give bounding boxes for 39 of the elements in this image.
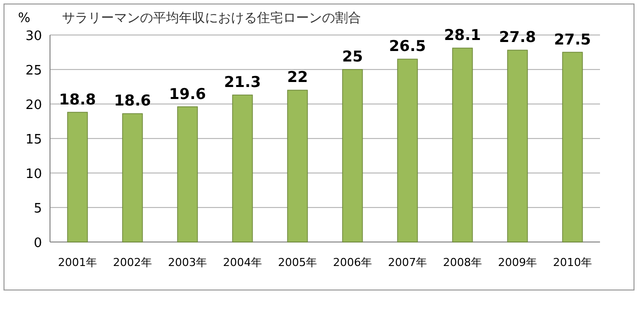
x-tick-label: 2007年	[388, 256, 427, 269]
bar	[452, 48, 473, 242]
x-tick-label: 2008年	[443, 256, 482, 269]
x-tick-label: 2010年	[553, 256, 592, 269]
bar	[122, 113, 143, 242]
y-tick-label: 15	[25, 132, 42, 148]
x-tick-label: 2001年	[58, 256, 97, 269]
y-tick-label: 30	[25, 29, 42, 44]
x-tick-label: 2002年	[113, 256, 152, 269]
data-label: 27.5	[554, 30, 592, 48]
bar	[562, 52, 583, 242]
x-tick-label: 2009年	[498, 256, 537, 269]
y-tick-label: 25	[25, 64, 42, 78]
x-tick-label: 2005年	[278, 256, 317, 269]
data-label: 25	[342, 48, 363, 66]
data-label: 19.6	[168, 84, 206, 103]
bar	[287, 90, 308, 242]
data-label: 28.1	[444, 26, 482, 44]
bar	[232, 94, 253, 242]
data-label: 27.8	[498, 28, 536, 46]
y-tick-label: 10	[25, 167, 42, 182]
x-tick-label: 2004年	[223, 256, 262, 269]
y-axis-title: %	[18, 11, 30, 26]
data-label: 22	[287, 68, 308, 86]
bar	[397, 58, 418, 242]
y-tick-label: 20	[25, 98, 42, 113]
data-label: 18.6	[114, 92, 152, 110]
bar	[177, 106, 198, 242]
x-tick-label: 2006年	[333, 256, 372, 269]
data-label: 21.3	[224, 73, 262, 92]
data-label: 18.8	[58, 90, 96, 108]
data-label: 26.5	[388, 37, 426, 56]
y-tick-label: 0	[34, 236, 42, 251]
chart-title: サラリーマンの平均年収における住宅ローンの割合	[62, 10, 361, 26]
bar	[342, 69, 363, 242]
y-tick-label: 5	[34, 202, 42, 216]
bar	[507, 50, 528, 242]
x-tick-label: 2003年	[168, 256, 207, 269]
bar	[67, 112, 88, 242]
